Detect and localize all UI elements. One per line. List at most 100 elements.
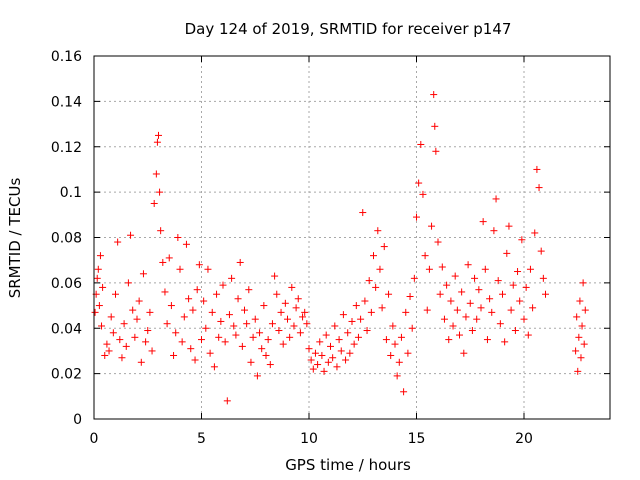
data-point xyxy=(98,322,106,330)
data-point xyxy=(318,351,326,359)
data-point xyxy=(95,302,103,310)
data-point xyxy=(445,336,453,344)
data-point xyxy=(189,306,197,314)
data-point xyxy=(94,265,102,273)
data-point xyxy=(253,372,261,380)
data-point xyxy=(404,349,412,357)
data-point xyxy=(324,358,332,366)
data-point xyxy=(438,263,446,271)
chart-title: Day 124 of 2019, SRMTID for receiver p14… xyxy=(185,20,512,38)
data-point xyxy=(406,292,414,300)
data-point xyxy=(522,283,530,291)
data-point xyxy=(539,274,547,282)
data-point xyxy=(434,238,442,246)
data-point xyxy=(531,229,539,237)
data-point xyxy=(471,274,479,282)
data-point xyxy=(361,297,369,305)
data-point xyxy=(286,333,294,341)
data-point xyxy=(339,311,347,319)
data-point xyxy=(466,299,474,307)
data-point xyxy=(496,320,504,328)
data-point xyxy=(116,336,124,344)
data-point xyxy=(443,281,451,289)
data-point xyxy=(483,336,491,344)
data-point xyxy=(256,329,264,337)
data-point xyxy=(451,272,459,280)
data-point xyxy=(578,322,586,330)
data-point xyxy=(501,338,509,346)
data-point xyxy=(320,367,328,375)
x-tick-label-4: 20 xyxy=(515,431,533,447)
data-point xyxy=(303,320,311,328)
data-point xyxy=(380,243,388,251)
data-point xyxy=(574,367,582,375)
y-tick-label-2: 0.04 xyxy=(51,321,82,337)
data-point xyxy=(122,342,130,350)
data-point xyxy=(109,329,117,337)
data-point xyxy=(284,315,291,323)
x-tick-label-0: 0 xyxy=(90,431,99,447)
data-point xyxy=(155,131,162,139)
data-point xyxy=(200,297,208,305)
data-point xyxy=(456,331,463,339)
data-point xyxy=(533,165,541,173)
data-point xyxy=(135,297,143,305)
y-tick-label-5: 0.1 xyxy=(60,185,82,201)
data-point xyxy=(191,356,199,364)
data-point xyxy=(150,199,158,207)
data-point xyxy=(277,308,285,316)
data-point xyxy=(182,240,190,248)
data-point xyxy=(266,361,274,369)
data-point xyxy=(376,265,384,273)
data-point xyxy=(511,327,519,335)
data-point xyxy=(486,295,494,303)
data-point xyxy=(167,302,175,310)
data-point xyxy=(176,265,184,273)
data-point xyxy=(481,265,489,273)
data-point xyxy=(346,349,354,357)
grid-layer xyxy=(93,55,610,420)
data-point xyxy=(230,322,238,330)
data-point xyxy=(157,227,165,235)
data-point xyxy=(307,356,315,364)
data-point xyxy=(322,331,330,339)
x-tick-label-3: 15 xyxy=(408,431,426,447)
data-point xyxy=(236,258,244,266)
data-point xyxy=(385,290,393,298)
data-point xyxy=(402,308,410,316)
data-point xyxy=(114,238,122,246)
data-point xyxy=(195,261,203,269)
data-point xyxy=(464,261,472,269)
data-point xyxy=(516,297,524,305)
data-point xyxy=(316,338,324,346)
data-point xyxy=(579,279,587,287)
data-point xyxy=(260,302,268,310)
data-point xyxy=(494,277,502,285)
data-point xyxy=(292,304,300,312)
data-point xyxy=(247,358,255,366)
data-point xyxy=(232,331,240,339)
data-point xyxy=(215,333,223,341)
data-point xyxy=(535,184,543,192)
data-point xyxy=(127,231,135,239)
data-point xyxy=(447,297,455,305)
data-point xyxy=(408,324,416,332)
data-point xyxy=(193,286,201,294)
x-axis-label: GPS time / hours xyxy=(285,456,411,474)
data-point xyxy=(352,302,360,310)
data-point xyxy=(488,308,496,316)
data-point xyxy=(271,272,279,280)
data-point xyxy=(206,349,214,357)
data-point xyxy=(331,322,339,330)
data-point xyxy=(153,138,161,146)
data-point xyxy=(473,315,481,323)
axes-layer xyxy=(93,55,611,420)
data-point xyxy=(148,347,156,355)
data-point xyxy=(425,265,433,273)
data-point xyxy=(503,249,511,257)
data-point xyxy=(124,279,132,287)
y-ticks: 0 0.02 0.04 0.06 0.08 0.1 0.12 0.14 0.16 xyxy=(51,49,610,428)
data-point xyxy=(281,299,289,307)
x-ticks: 0 5 10 15 20 xyxy=(90,56,533,447)
data-point xyxy=(477,304,485,312)
